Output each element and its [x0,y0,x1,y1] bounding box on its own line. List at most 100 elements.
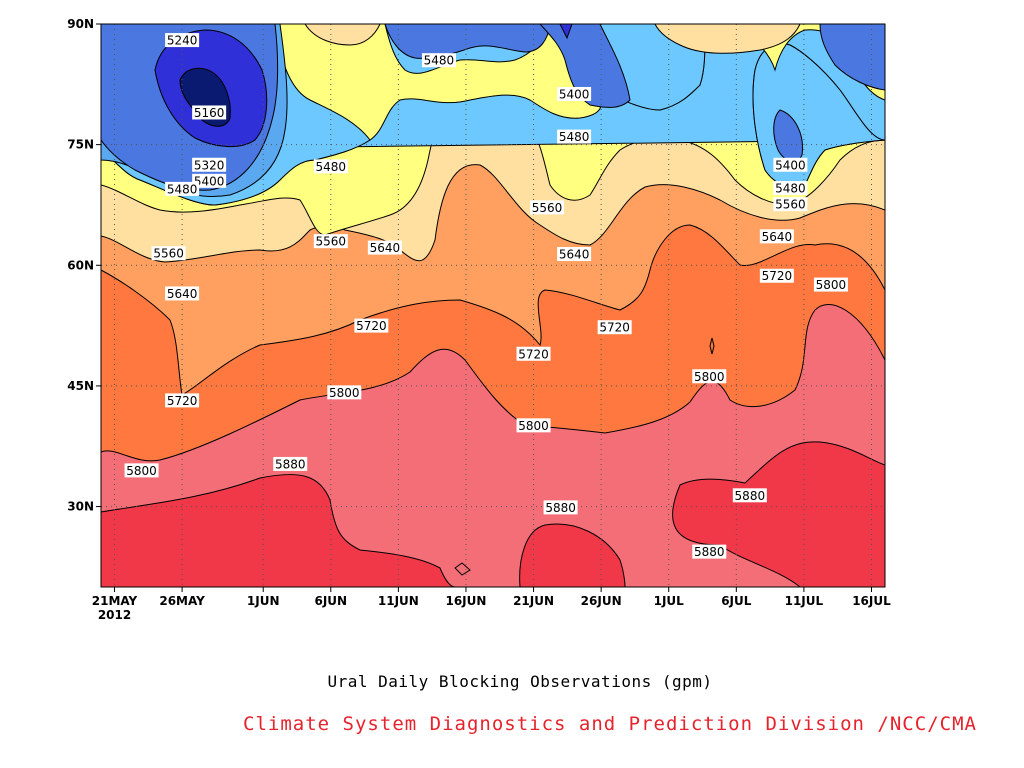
contour-label-text: 5720 [599,321,630,335]
contour-label: 5640 [165,286,200,301]
contour-label-text: 5800 [816,278,847,292]
contour-label-text: 5240 [167,34,198,48]
contour-label-bg [732,488,767,503]
contour-label-text: 5560 [532,201,563,215]
chart-credit: Climate System Diagnostics and Predictio… [243,713,977,735]
x-year-label: 2012 [98,608,131,622]
contour-label: 5400 [192,173,227,188]
contour-label-text: 5800 [694,370,725,384]
y-tick-label: 30N [67,500,94,514]
y-tick-label: 75N [67,138,94,152]
contour-label-bg [192,173,227,188]
contour-label: 5320 [192,157,227,172]
contour-label: 5480 [557,129,592,144]
contour-label: 5480 [313,159,348,174]
contour-label-text: 5480 [559,130,590,144]
contour-label-bg [813,277,848,292]
contour-label-text: 5800 [518,419,549,433]
contour-label-text: 5160 [194,106,225,120]
contour-label: 5400 [557,86,592,101]
contour-label-text: 5720 [356,319,387,333]
contour-label: 5480 [773,181,808,196]
contour-label-bg [516,346,551,361]
contour-label: 5800 [327,385,362,400]
contour-label-text: 5560 [153,247,184,261]
contour-label: 5720 [354,318,389,333]
contour-label: 5240 [165,33,200,48]
contour-label-text: 5320 [194,158,225,172]
x-tick-label: 16JUN [445,594,486,608]
contour-label: 5880 [732,488,767,503]
x-tick-label: 21JUN [513,594,554,608]
contour-label: 5880 [273,456,308,471]
contour-label-text: 5480 [316,160,347,174]
contour-label-bg [192,105,227,120]
contour-label-text: 5880 [275,457,306,471]
x-tick-label: 1JUN [247,594,280,608]
peach-top-right [654,24,801,54]
contour-label: 5560 [151,246,186,261]
contour-label: 5560 [530,200,565,215]
contour-label-bg [759,268,794,283]
contour-fill-layer [101,24,885,587]
contour-label-bg [313,159,348,174]
y-tick-label: 90N [67,17,94,31]
contour-label-text: 5720 [518,347,549,361]
contour-label-bg [165,286,200,301]
peach-top [304,24,381,46]
chart-title: Ural Daily Blocking Observations (gpm) [327,672,713,691]
contour-label: 5560 [773,197,808,212]
contour-label: 5720 [165,393,200,408]
y-axis: 30N 45N 60N 75N 90N [67,17,101,514]
contour-label: 5160 [192,105,227,120]
contour-label-text: 5400 [194,174,225,188]
contour-label: 5560 [313,234,348,249]
contour-label-text: 5480 [775,182,806,196]
contour-label-bg [165,33,200,48]
contour-label-bg [273,456,308,471]
y-tick-label: 60N [67,258,94,272]
contour-label-text: 5720 [762,269,793,283]
contour-label-bg [759,229,794,244]
x-axis: 21MAY 26MAY 1JUN 6JUN 11JUN 16JUN 21JUN 26JUN 1J… [92,587,891,622]
contour-label: 5640 [759,229,794,244]
contour-label-bg [354,318,389,333]
contour-label-bg [192,157,227,172]
contour-label-bg [327,385,362,400]
contour-label-text: 5720 [167,394,198,408]
contour-label-bg [165,393,200,408]
contour-label: 5480 [421,53,456,68]
contour-label: 5640 [367,240,402,255]
contour-label-bg [165,181,200,196]
contour-label: 5800 [813,277,848,292]
band-5800-island [454,562,471,576]
contour-label-text: 5640 [762,230,793,244]
contour-label-bg [557,129,592,144]
contour-label-text: 5800 [126,464,157,478]
contour-label-bg [773,197,808,212]
contour-label-bg [530,200,565,215]
contour-label-bg [692,544,727,559]
contour-label: 5800 [516,418,551,433]
contour-label: 5800 [124,463,159,478]
band-5320-ne [819,24,885,91]
contour-label: 5640 [557,247,592,262]
contour-label: 5720 [597,320,632,335]
contour-label-text: 5880 [545,501,576,515]
x-tick-label: 11JUL [785,594,824,608]
contour-label-bg [516,418,551,433]
contour-label: 5720 [759,268,794,283]
contour-label-text: 5880 [735,489,766,503]
contour-label: 5400 [773,157,808,172]
contour-label-bg [557,86,592,101]
contour-label-bg [151,246,186,261]
x-tick-label: 21MAY [92,594,138,608]
contour-label-bg [421,53,456,68]
contour-label-bg [597,320,632,335]
band-5320-top-right [539,24,631,108]
contour-label-bg [692,369,727,384]
contour-label-bg [367,240,402,255]
x-tick-label: 16JUL [852,594,891,608]
contour-label: 5480 [165,181,200,196]
